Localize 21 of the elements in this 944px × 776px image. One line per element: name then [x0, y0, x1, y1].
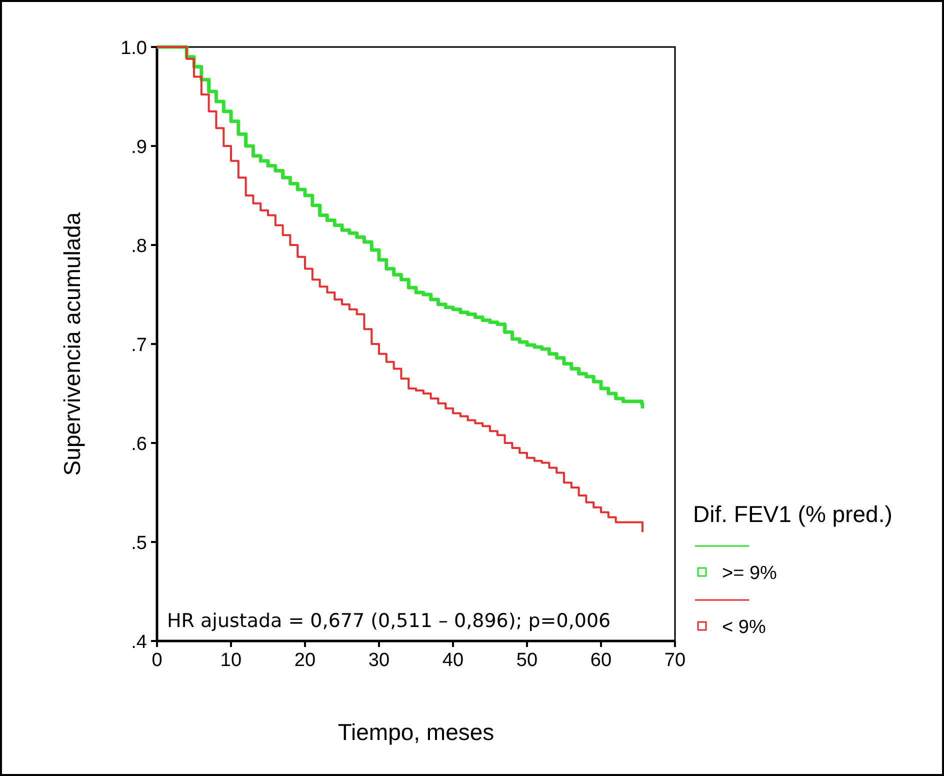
x-tick-label: 50 — [516, 650, 538, 671]
legend-label: >= 9% — [722, 563, 778, 584]
x-tick-label: 20 — [294, 650, 316, 671]
x-tick-label: 30 — [368, 650, 390, 671]
x-tick-label: 0 — [152, 650, 162, 671]
legend-label: < 9% — [722, 617, 766, 638]
y-tick-label: .5 — [131, 533, 147, 554]
y-tick-label: 1.0 — [120, 38, 147, 59]
x-tick-label: 40 — [442, 650, 464, 671]
y-tick-label: .7 — [131, 335, 147, 356]
y-tick-label: .6 — [131, 434, 147, 455]
x-axis-title: Tiempo, meses — [338, 719, 494, 745]
x-tick-label: 70 — [664, 650, 686, 671]
y-axis-title: Supervivencia acumulada — [59, 212, 85, 476]
annotation: HR ajustada = 0,677 (0,511 – 0,896); p=0,006 — [167, 610, 611, 632]
y-tick-label: .8 — [131, 236, 147, 257]
legend-title: Dif. FEV1 (% pred.) — [693, 501, 892, 527]
y-tick-label: .4 — [131, 632, 148, 653]
x-tick-label: 10 — [220, 650, 242, 671]
x-tick-label: 60 — [590, 650, 612, 671]
y-tick-label: .9 — [131, 137, 147, 158]
